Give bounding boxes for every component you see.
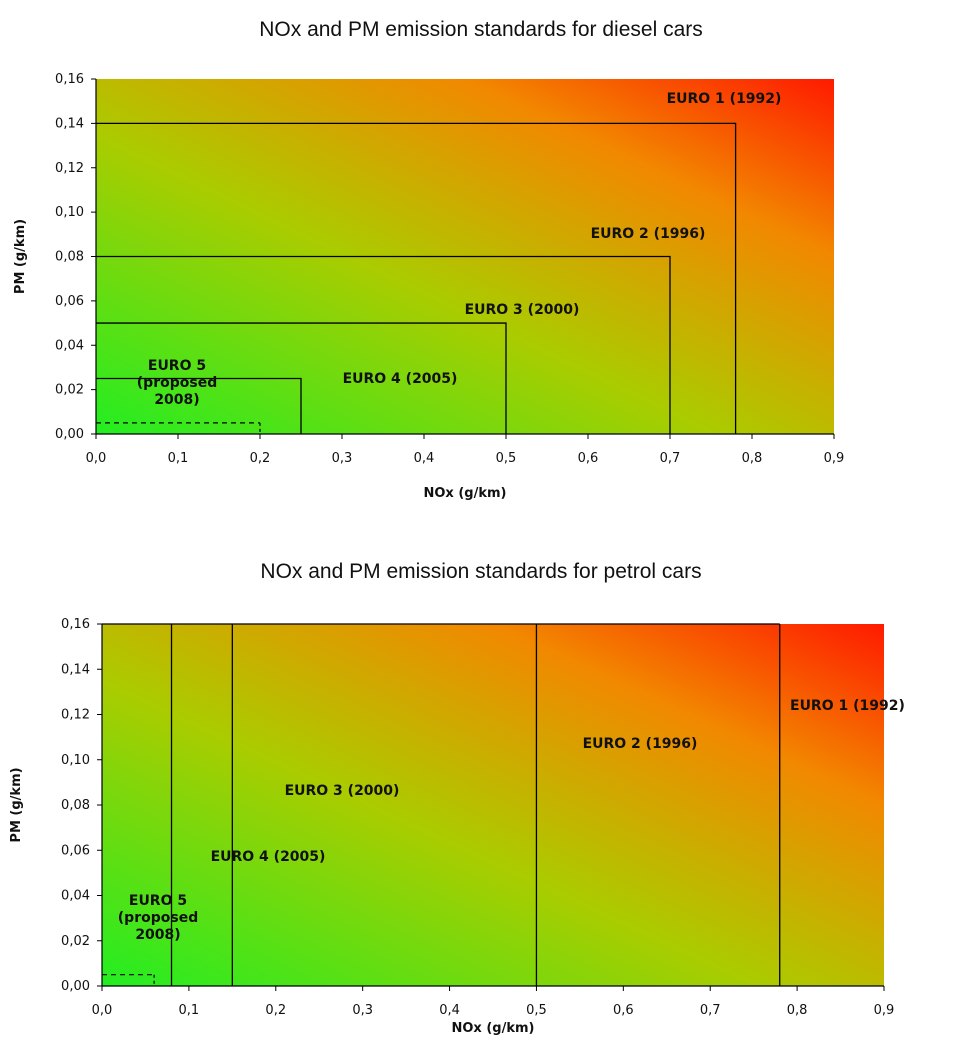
petrol-x-tick-label: 0,0 xyxy=(92,1003,113,1018)
diesel-series-label-line: (proposed xyxy=(137,375,217,391)
diesel-limit-box xyxy=(96,255,671,434)
diesel-x-tick-label: 0,6 xyxy=(578,451,599,466)
petrol-x-tick-label: 0,7 xyxy=(700,1003,721,1018)
petrol-y-tick-label: 0,06 xyxy=(61,843,90,858)
petrol-chart-plot: 0,00 0,02 0,04 0,06 0,08 0,10 0,12 0,14 0,16 0,0 0… xyxy=(9,617,905,1036)
petrol-y-tick-label: 0,16 xyxy=(61,617,90,632)
diesel-x-tick-label: 0,8 xyxy=(742,451,763,466)
petrol-plot-background xyxy=(102,624,884,986)
diesel-y-tick-label: 0,14 xyxy=(55,116,84,131)
petrol-chart-title: NOx and PM emission standards for petrol… xyxy=(260,560,702,583)
diesel-series-label: EURO 5 (proposed 2008) xyxy=(137,358,217,408)
petrol-x-tick-label: 0,3 xyxy=(352,1003,373,1018)
petrol-x-tick-label: 0,5 xyxy=(526,1003,547,1018)
diesel-chart-title: NOx and PM emission standards for diesel… xyxy=(259,18,703,41)
diesel-x-tick-label: 0,3 xyxy=(332,451,353,466)
diesel-y-tick-label: 0,02 xyxy=(55,383,84,398)
petrol-x-tick-label: 0,1 xyxy=(179,1003,200,1018)
diesel-series-label: EURO 3 (2000) xyxy=(465,302,580,318)
petrol-x-tick-label: 0,2 xyxy=(265,1003,286,1018)
petrol-series-label: EURO 1 (1992) xyxy=(790,698,905,714)
petrol-chart: NOx and PM emission standards for petrol… xyxy=(0,548,962,1041)
diesel-x-tick-label: 0,1 xyxy=(168,451,189,466)
diesel-y-tick-label: 0,10 xyxy=(55,205,84,220)
diesel-series-label-line: 2008) xyxy=(154,392,199,408)
petrol-series-label: EURO 5 (proposed 2008) xyxy=(118,893,198,943)
diesel-limit-box xyxy=(96,377,302,434)
petrol-series-label-line: (proposed xyxy=(118,910,198,926)
diesel-x-tick-label: 0,4 xyxy=(414,451,435,466)
diesel-x-tick-label: 0,9 xyxy=(824,451,845,466)
petrol-x-tick-label: 0,9 xyxy=(874,1003,895,1018)
diesel-series-label: EURO 1 (1992) xyxy=(667,91,782,107)
diesel-y-tick-label: 0,12 xyxy=(55,161,84,176)
petrol-y-axis-label: PM (g/km) xyxy=(9,767,24,842)
diesel-limit-box xyxy=(96,122,737,434)
petrol-y-tick-label: 0,14 xyxy=(61,662,90,677)
petrol-y-tick-label: 0,12 xyxy=(61,708,90,723)
petrol-y-tick-label: 0,04 xyxy=(61,889,90,904)
diesel-limit-box xyxy=(96,322,507,434)
petrol-series-label: EURO 2 (1996) xyxy=(583,736,698,752)
diesel-y-tick-label: 0,00 xyxy=(55,427,84,442)
diesel-chart: NOx and PM emission standards for diesel… xyxy=(0,0,962,510)
diesel-y-tick-label: 0,04 xyxy=(55,338,84,353)
petrol-y-tick-label: 0,08 xyxy=(61,798,90,813)
diesel-x-tick-label: 0,2 xyxy=(250,451,271,466)
petrol-y-tick-label: 0,10 xyxy=(61,753,90,768)
diesel-y-tick-label: 0,16 xyxy=(55,72,84,87)
diesel-series-label: EURO 4 (2005) xyxy=(343,371,458,387)
petrol-y-tick-label: 0,00 xyxy=(61,979,90,994)
diesel-x-tick-label: 0,5 xyxy=(496,451,517,466)
diesel-x-tick-label: 0,7 xyxy=(660,451,681,466)
petrol-series-label: EURO 4 (2005) xyxy=(211,849,326,865)
diesel-y-tick-label: 0,06 xyxy=(55,294,84,309)
diesel-series-label-line: EURO 5 xyxy=(148,358,206,374)
diesel-y-tick-label: 0,08 xyxy=(55,250,84,265)
diesel-series-label: EURO 2 (1996) xyxy=(591,226,706,242)
petrol-x-tick-label: 0,6 xyxy=(613,1003,634,1018)
diesel-chart-plot: 0,00 0,02 0,04 0,06 0,08 0,10 0,12 0,14 0,16 0,0 0… xyxy=(13,72,845,501)
diesel-x-axis-label: NOx (g/km) xyxy=(424,486,507,501)
petrol-series-label-line: EURO 5 xyxy=(129,893,187,909)
petrol-series-label-line: 2008) xyxy=(135,927,180,943)
petrol-x-axis-label: NOx (g/km) xyxy=(452,1021,535,1036)
petrol-y-tick-label: 0,02 xyxy=(61,934,90,949)
diesel-x-tick-label: 0,0 xyxy=(86,451,107,466)
petrol-x-tick-label: 0,4 xyxy=(439,1003,460,1018)
diesel-y-axis-label: PM (g/km) xyxy=(13,219,28,294)
petrol-x-tick-label: 0,8 xyxy=(787,1003,808,1018)
petrol-series-label: EURO 3 (2000) xyxy=(285,783,400,799)
